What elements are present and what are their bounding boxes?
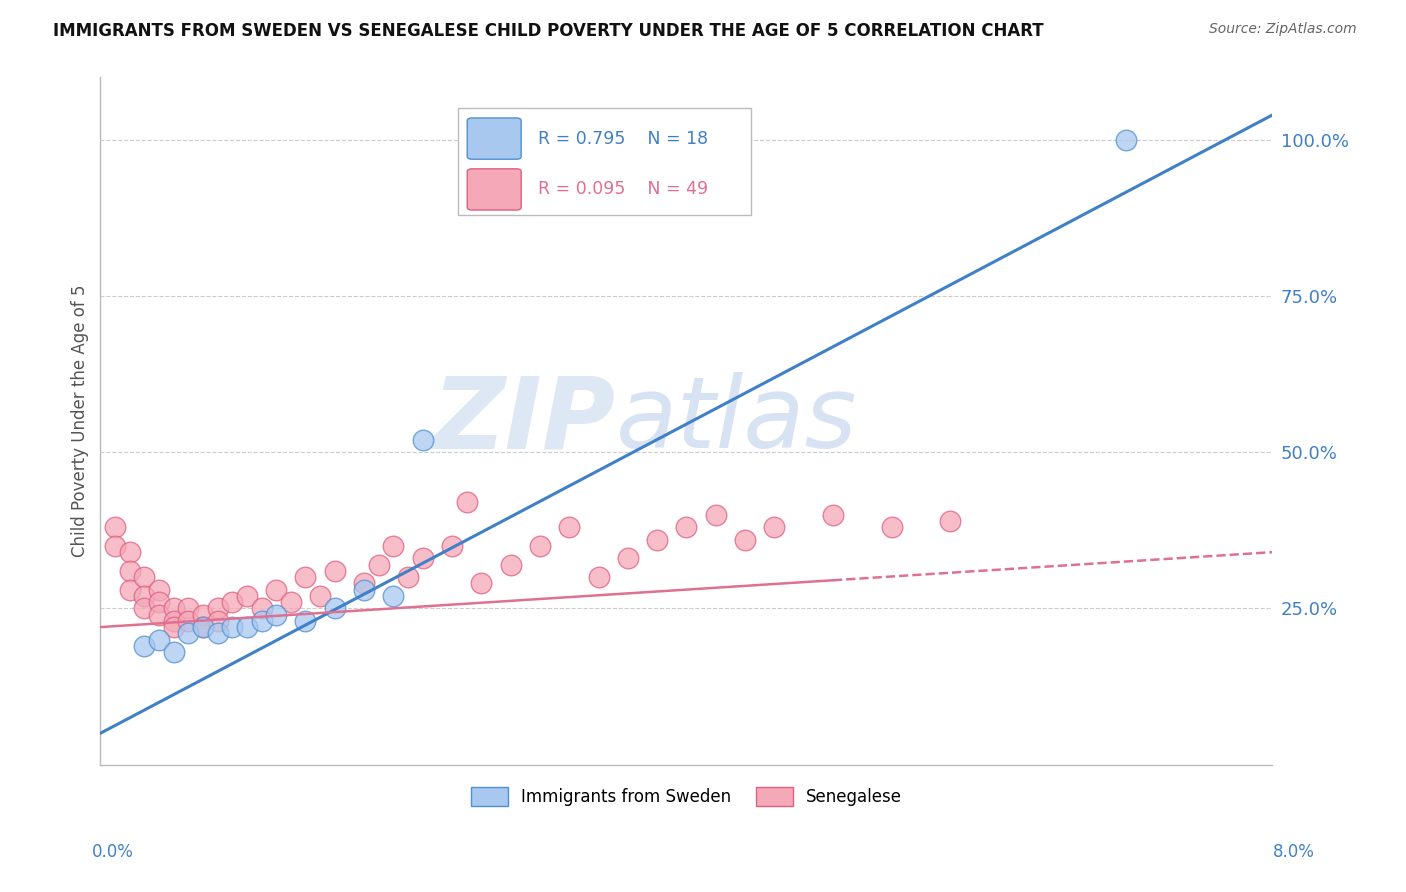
- Point: [264, 607, 287, 622]
- Point: [396, 570, 419, 584]
- Point: [134, 639, 156, 653]
- Y-axis label: Child Poverty Under the Age of 5: Child Poverty Under the Age of 5: [72, 285, 89, 558]
- Point: [250, 601, 273, 615]
- Point: [118, 545, 141, 559]
- Point: [323, 564, 346, 578]
- Point: [162, 620, 184, 634]
- Point: [104, 539, 127, 553]
- Point: [264, 582, 287, 597]
- Point: [382, 589, 405, 603]
- Point: [880, 520, 903, 534]
- Point: [118, 582, 141, 597]
- Point: [470, 576, 492, 591]
- Point: [162, 601, 184, 615]
- Point: [134, 601, 156, 615]
- Point: [499, 558, 522, 572]
- Point: [148, 632, 170, 647]
- Point: [118, 564, 141, 578]
- Point: [704, 508, 727, 522]
- Point: [529, 539, 551, 553]
- Point: [645, 533, 668, 547]
- Point: [617, 551, 640, 566]
- Text: R = 0.795    N = 18: R = 0.795 N = 18: [537, 129, 707, 147]
- Point: [412, 551, 434, 566]
- Text: ZIP: ZIP: [433, 373, 616, 469]
- Point: [617, 152, 640, 166]
- Point: [250, 614, 273, 628]
- Point: [558, 520, 581, 534]
- Point: [412, 433, 434, 447]
- Point: [367, 558, 389, 572]
- Text: 0.0%: 0.0%: [91, 843, 134, 861]
- Point: [104, 520, 127, 534]
- Text: atlas: atlas: [616, 373, 858, 469]
- Point: [588, 570, 610, 584]
- Point: [207, 601, 229, 615]
- Point: [440, 539, 463, 553]
- Text: Source: ZipAtlas.com: Source: ZipAtlas.com: [1209, 22, 1357, 37]
- Point: [939, 514, 962, 528]
- Point: [207, 626, 229, 640]
- Point: [221, 620, 243, 634]
- Point: [191, 620, 214, 634]
- Point: [191, 607, 214, 622]
- Point: [294, 570, 316, 584]
- Point: [353, 582, 375, 597]
- Point: [221, 595, 243, 609]
- Point: [456, 495, 478, 509]
- Point: [162, 614, 184, 628]
- Point: [763, 520, 786, 534]
- FancyBboxPatch shape: [467, 169, 522, 210]
- Point: [280, 595, 302, 609]
- Point: [148, 582, 170, 597]
- Point: [134, 589, 156, 603]
- Point: [675, 520, 697, 534]
- Point: [821, 508, 844, 522]
- Point: [236, 620, 259, 634]
- Point: [177, 626, 200, 640]
- Point: [294, 614, 316, 628]
- Point: [236, 589, 259, 603]
- Text: IMMIGRANTS FROM SWEDEN VS SENEGALESE CHILD POVERTY UNDER THE AGE OF 5 CORRELATIO: IMMIGRANTS FROM SWEDEN VS SENEGALESE CHI…: [53, 22, 1045, 40]
- Point: [148, 595, 170, 609]
- Point: [1115, 133, 1137, 147]
- Point: [382, 539, 405, 553]
- FancyBboxPatch shape: [467, 118, 522, 159]
- Point: [207, 614, 229, 628]
- Point: [734, 533, 756, 547]
- Point: [353, 576, 375, 591]
- Point: [162, 645, 184, 659]
- Point: [177, 601, 200, 615]
- Point: [309, 589, 332, 603]
- FancyBboxPatch shape: [458, 108, 751, 215]
- Point: [134, 570, 156, 584]
- Legend: Immigrants from Sweden, Senegalese: Immigrants from Sweden, Senegalese: [463, 779, 910, 814]
- Point: [588, 152, 610, 166]
- Point: [148, 607, 170, 622]
- Point: [177, 614, 200, 628]
- Text: 8.0%: 8.0%: [1272, 843, 1315, 861]
- Point: [323, 601, 346, 615]
- Point: [191, 620, 214, 634]
- Text: R = 0.095    N = 49: R = 0.095 N = 49: [537, 180, 707, 198]
